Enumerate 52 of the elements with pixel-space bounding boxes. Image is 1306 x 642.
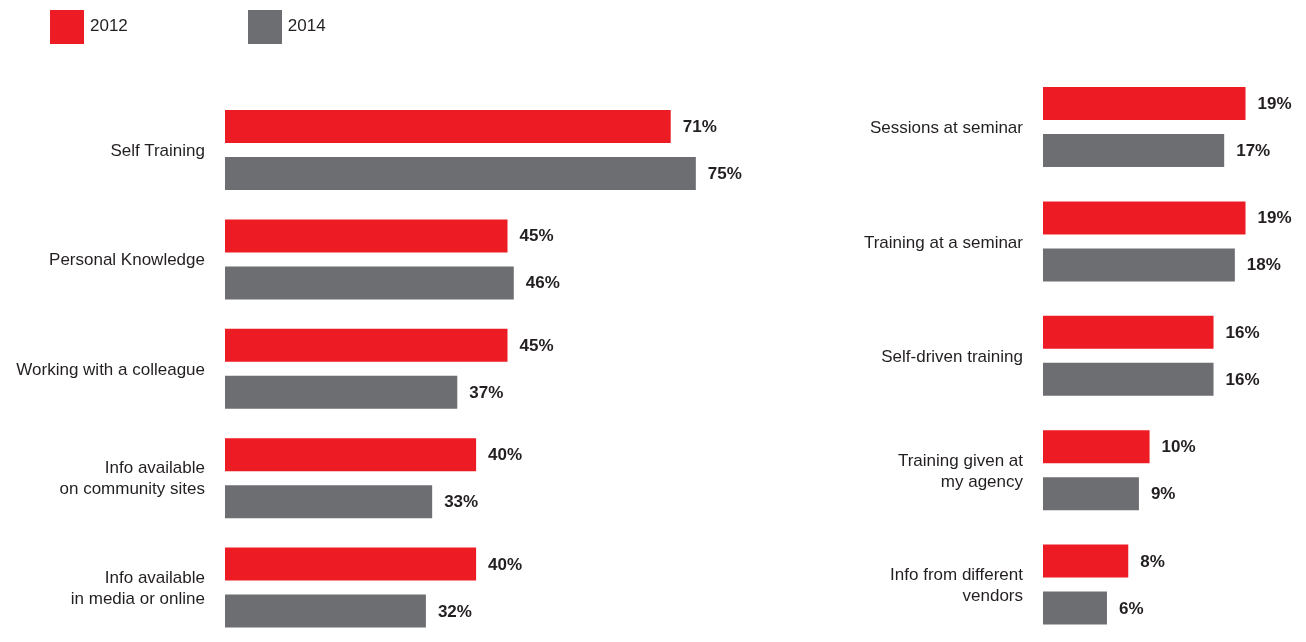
bar bbox=[225, 266, 514, 300]
data-label: 40% bbox=[488, 554, 523, 574]
bar bbox=[1043, 544, 1129, 578]
y-tick-label: Info from different vendors bbox=[890, 564, 1024, 605]
data-label: 40% bbox=[488, 445, 523, 465]
data-label: 19% bbox=[1257, 94, 1292, 113]
data-label: 45% bbox=[519, 335, 554, 355]
y-tick-label: Personal Knowledge bbox=[49, 249, 205, 269]
bar bbox=[1043, 591, 1107, 625]
y-tick-label: Sessions at seminar bbox=[869, 117, 1024, 137]
y-tick-label: Self Training bbox=[110, 140, 205, 160]
bar bbox=[1043, 87, 1246, 120]
bar bbox=[225, 594, 426, 628]
bar bbox=[225, 375, 458, 409]
data-label: 32% bbox=[437, 601, 472, 621]
data-label: 46% bbox=[525, 273, 560, 293]
bar bbox=[1043, 315, 1214, 349]
data-label: 8% bbox=[1140, 551, 1165, 571]
y-tick-label: Self-driven training bbox=[881, 346, 1023, 366]
data-label: 6% bbox=[1118, 598, 1144, 618]
bar bbox=[1043, 201, 1246, 235]
data-label: 19% bbox=[1257, 208, 1292, 228]
bar bbox=[225, 485, 433, 519]
data-label: 71% bbox=[682, 117, 717, 136]
data-label: 10% bbox=[1161, 437, 1196, 457]
bar bbox=[225, 438, 477, 472]
data-label: 9% bbox=[1150, 484, 1176, 504]
data-label: 16% bbox=[1225, 322, 1260, 342]
data-label: 18% bbox=[1246, 255, 1281, 275]
data-label: 75% bbox=[707, 164, 742, 183]
legend-label: 2014 bbox=[287, 16, 326, 36]
bar bbox=[1043, 362, 1214, 396]
bar bbox=[225, 110, 671, 143]
y-tick-label: Working with a colleague bbox=[16, 359, 205, 378]
bar bbox=[1043, 477, 1139, 511]
legend-label: 2012 bbox=[90, 16, 128, 36]
data-label: 17% bbox=[1236, 141, 1271, 160]
y-tick-label: Info available in media or online bbox=[70, 567, 205, 608]
bar bbox=[225, 328, 508, 362]
bar bbox=[225, 547, 477, 581]
bar bbox=[1043, 134, 1225, 167]
y-tick-label: Training at a seminar bbox=[863, 232, 1024, 252]
bar bbox=[225, 219, 508, 253]
y-tick-label: Info available on community sites bbox=[59, 457, 205, 498]
data-label: 37% bbox=[469, 382, 504, 402]
data-label: 45% bbox=[519, 226, 554, 246]
bar bbox=[1043, 430, 1150, 464]
bar bbox=[1043, 248, 1235, 282]
y-tick-label: Training given at my agency bbox=[897, 450, 1024, 491]
data-label: 16% bbox=[1225, 369, 1260, 389]
bar bbox=[225, 157, 696, 190]
data-label: 33% bbox=[444, 492, 479, 512]
